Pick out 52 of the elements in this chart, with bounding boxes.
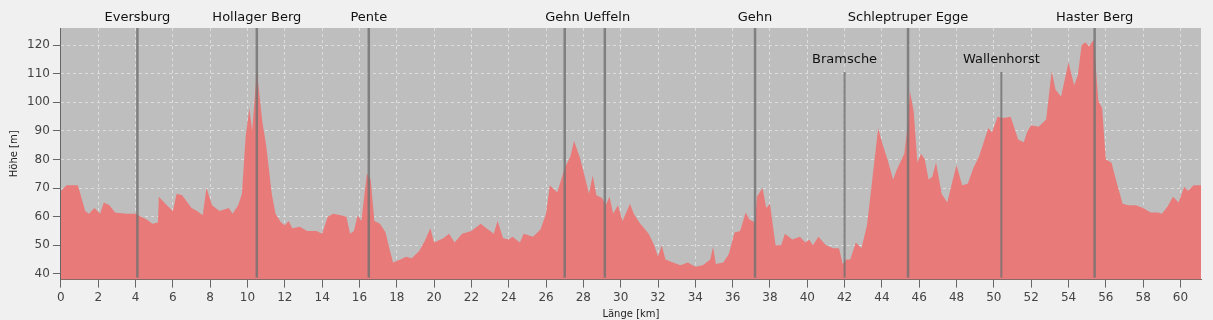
x-tick-label: 44 <box>874 289 890 304</box>
x-tick-label: 16 <box>351 289 368 304</box>
x-tick-label: 4 <box>131 289 140 304</box>
y-tick-label: 70 <box>34 180 50 195</box>
x-tick-label: 40 <box>799 289 815 304</box>
x-tick-label: 48 <box>948 289 965 304</box>
x-tick-label: 30 <box>613 289 629 304</box>
x-tick-label: 54 <box>1060 289 1077 304</box>
ref-line-label: Eversburg <box>104 8 171 24</box>
x-tick-label: 36 <box>725 289 741 304</box>
x-tick-label: 38 <box>762 289 778 304</box>
x-tick-label: 12 <box>277 289 293 304</box>
x-tick-label: 22 <box>463 289 480 304</box>
x-tick-label: 18 <box>389 289 405 304</box>
x-tick-label: 56 <box>1098 289 1114 304</box>
x-tick-label: 24 <box>501 289 517 304</box>
x-tick-label: 10 <box>239 289 256 304</box>
x-tick-label: 42 <box>836 289 853 304</box>
ref-line-label: Bramsche <box>812 50 878 66</box>
y-tick-label: 100 <box>27 94 50 109</box>
x-tick-label: 46 <box>911 289 927 304</box>
ref-line-label: Pente <box>350 8 388 24</box>
ref-line-label: Gehn <box>545 8 580 24</box>
x-tick-label: 6 <box>169 289 177 304</box>
y-tick-label: 120 <box>27 37 50 52</box>
x-axis-title: Länge [km] <box>602 307 660 319</box>
ref-line-label: Gehn <box>737 8 773 24</box>
y-tick-label: 40 <box>34 266 50 281</box>
ref-line-label: Schleptruper Egge <box>847 8 969 24</box>
x-tick-label: 26 <box>538 289 554 304</box>
x-tick-label: 34 <box>687 289 703 304</box>
x-tick-label: 60 <box>1172 289 1189 304</box>
x-tick-label: 14 <box>314 289 330 304</box>
y-tick-label: 50 <box>34 237 50 252</box>
y-axis-title: Höhe [m] <box>7 130 19 178</box>
ref-line-label: Hollager Berg <box>212 8 302 24</box>
x-tick-label: 8 <box>206 289 214 304</box>
x-tick-label: 58 <box>1135 289 1151 304</box>
ref-line-label: Ueffeln <box>583 8 631 24</box>
y-tick-label: 80 <box>34 151 50 166</box>
ref-line-label: Haster Berg <box>1055 8 1134 24</box>
x-tick-label: 20 <box>426 289 442 304</box>
x-tick-label: 2 <box>94 289 103 304</box>
x-tick-label: 32 <box>650 289 666 304</box>
x-tick-label: 50 <box>986 289 1002 304</box>
x-tick-label: 0 <box>57 289 65 304</box>
y-tick-label: 60 <box>34 208 50 223</box>
ref-line-label: Wallenhorst <box>962 50 1040 66</box>
y-tick-label: 110 <box>27 65 50 80</box>
x-tick-label: 28 <box>575 289 592 304</box>
x-tick-label: 52 <box>1023 289 1039 304</box>
y-tick-label: 90 <box>34 123 50 138</box>
